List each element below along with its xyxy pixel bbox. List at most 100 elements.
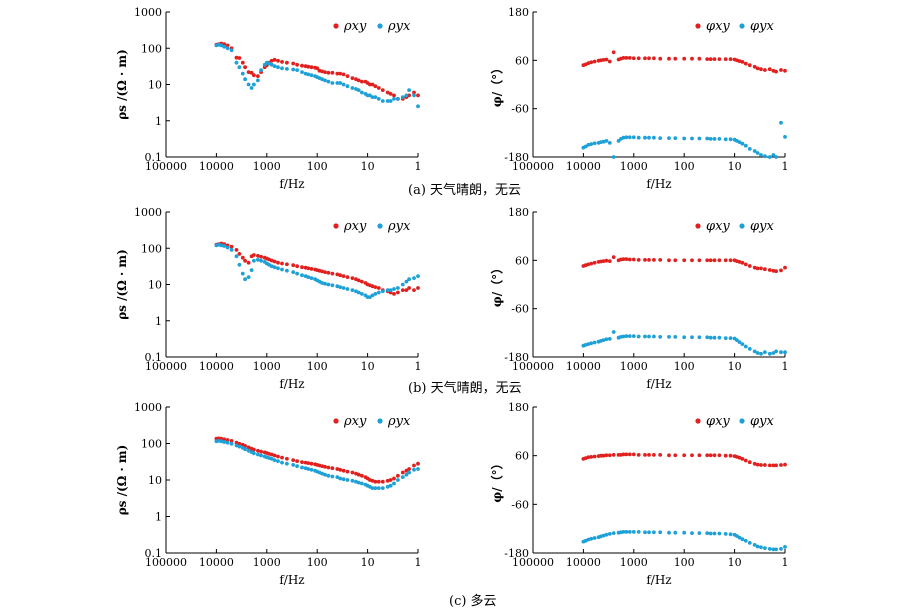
- data-point-yx: [752, 543, 757, 547]
- data-point-yx: [611, 531, 616, 535]
- data-point-xy: [783, 265, 787, 270]
- legend-marker: [333, 23, 339, 29]
- data-point-yx: [783, 135, 787, 139]
- data-point-xy: [652, 258, 656, 262]
- data-point-xy: [779, 463, 783, 467]
- y-tick-label: 180: [508, 401, 529, 414]
- x-tick-label: 10000: [199, 556, 234, 569]
- chart-c-left: 100000 10000 1000 100 10 1 0.1 1 10 100 1000 f/Hz ρs…: [115, 401, 422, 587]
- data-point-xy: [373, 84, 378, 89]
- data-point-xy: [388, 92, 393, 96]
- data-point-xy: [280, 261, 284, 266]
- data-point-xy: [285, 60, 289, 65]
- data-point-xy: [350, 76, 355, 80]
- data-point-xy: [771, 463, 776, 468]
- data-point-xy: [320, 69, 324, 74]
- data-point-yx: [586, 143, 591, 147]
- data-point-xy: [400, 470, 405, 475]
- data-point-yx: [285, 268, 289, 273]
- data-point-yx: [767, 155, 772, 159]
- data-point-yx: [759, 351, 763, 356]
- data-point-yx: [723, 532, 728, 536]
- data-point-xy: [599, 453, 603, 458]
- data-point-xy: [309, 65, 314, 70]
- data-point-yx: [708, 531, 713, 536]
- data-point-xy: [737, 59, 742, 63]
- data-point-yx: [728, 532, 733, 537]
- data-point-xy: [647, 453, 651, 457]
- data-point-yx: [285, 461, 289, 466]
- data-point-yx: [611, 330, 616, 334]
- data-point-yx: [295, 271, 299, 276]
- data-point-xy: [256, 448, 260, 453]
- data-point-xy: [412, 288, 416, 292]
- data-point-xy: [717, 258, 722, 263]
- data-point-yx: [326, 282, 331, 287]
- data-point-yx: [728, 137, 733, 142]
- data-point-yx: [774, 547, 778, 552]
- data-point-yx: [338, 81, 343, 85]
- data-point-yx: [621, 334, 626, 339]
- x-tick-label: 1: [782, 360, 789, 373]
- data-point-xy: [708, 258, 713, 263]
- x-axis-label: f/Hz: [279, 377, 304, 391]
- data-point-yx: [345, 287, 350, 291]
- data-point-yx: [752, 149, 757, 153]
- legend-marker: [739, 418, 745, 424]
- data-point-xy: [341, 274, 346, 278]
- data-point-yx: [412, 276, 416, 280]
- data-point-xy: [392, 292, 396, 296]
- data-point-xy: [323, 270, 327, 274]
- x-axis-label: f/Hz: [279, 573, 304, 587]
- data-point-xy: [673, 56, 678, 61]
- data-point-yx: [396, 97, 400, 101]
- data-point-yx: [767, 351, 772, 356]
- data-point-xy: [774, 463, 778, 468]
- data-point-xy: [280, 60, 284, 64]
- data-point-yx: [682, 530, 687, 535]
- data-point-yx: [219, 243, 224, 248]
- data-point-yx: [360, 481, 364, 486]
- data-point-yx: [592, 536, 597, 540]
- x-tick-label: 100000: [145, 556, 187, 569]
- x-tick-label: 10: [728, 160, 742, 173]
- data-point-yx: [400, 95, 405, 99]
- data-point-yx: [370, 486, 375, 490]
- data-point-xy: [636, 56, 641, 61]
- data-point-yx: [380, 99, 385, 103]
- data-point-yx: [320, 281, 324, 285]
- data-point-yx: [604, 139, 609, 143]
- data-point-xy: [643, 56, 647, 61]
- data-point-xy: [682, 258, 687, 263]
- x-tick-label: 10: [361, 556, 375, 569]
- data-point-xy: [252, 253, 256, 257]
- chart-a-left: 100000 10000 1000 100 10 1 0.1 1 10 100 1000 f/Hz ρs…: [115, 6, 422, 191]
- data-point-yx: [280, 460, 284, 465]
- data-point-xy: [743, 458, 748, 463]
- x-axis-label: f/Hz: [279, 177, 304, 191]
- data-point-xy: [269, 452, 274, 457]
- data-point-xy: [747, 264, 752, 268]
- data-point-yx: [747, 541, 752, 545]
- data-point-yx: [350, 288, 355, 292]
- data-point-xy: [712, 453, 717, 458]
- data-point-yx: [306, 72, 311, 77]
- x-tick-label: 100: [307, 160, 328, 173]
- data-point-xy: [338, 71, 343, 76]
- data-point-yx: [636, 334, 641, 339]
- data-point-xy: [737, 260, 742, 264]
- data-point-yx: [272, 265, 277, 270]
- data-point-yx: [412, 467, 416, 472]
- data-point-xy: [291, 263, 296, 268]
- data-point-yx: [586, 537, 591, 542]
- data-point-xy: [759, 463, 763, 467]
- data-point-yx: [330, 81, 335, 85]
- data-point-yx: [246, 82, 251, 87]
- data-point-xy: [272, 453, 277, 458]
- data-point-yx: [755, 544, 760, 549]
- data-point-xy: [373, 285, 378, 289]
- data-point-yx: [667, 136, 671, 141]
- data-point-xy: [396, 473, 400, 478]
- data-point-xy: [229, 244, 234, 249]
- data-point-xy: [621, 452, 626, 457]
